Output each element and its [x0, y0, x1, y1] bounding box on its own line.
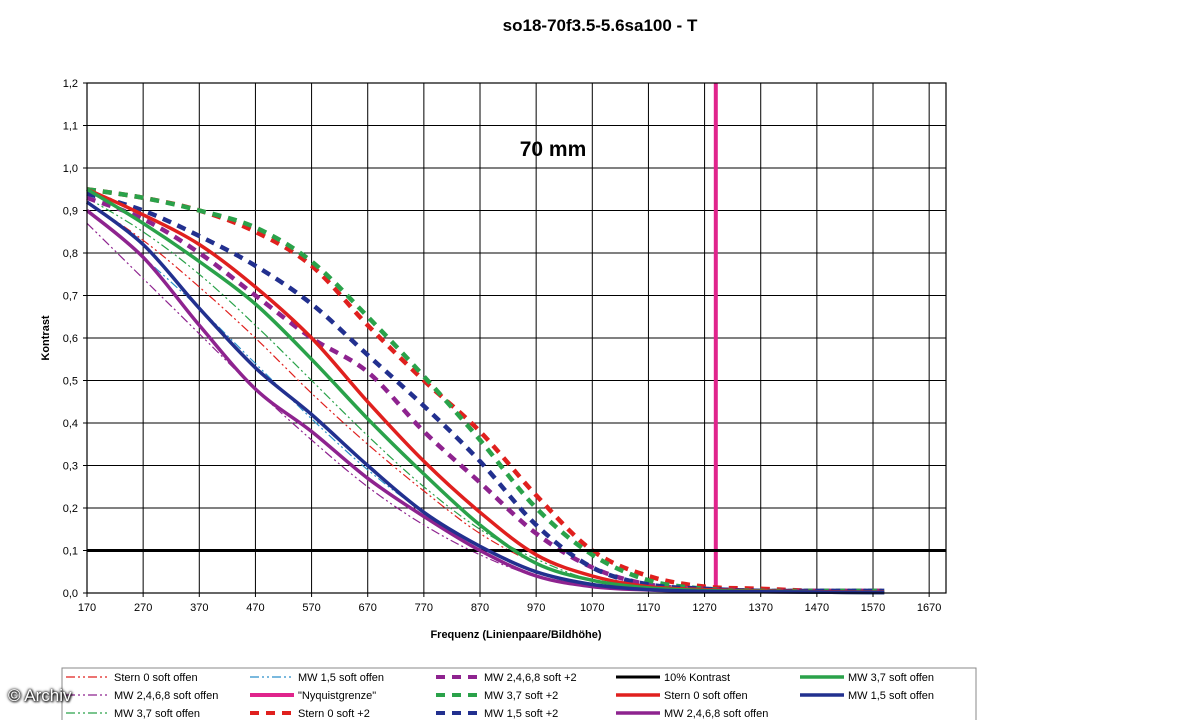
- legend-label: 10% Kontrast: [664, 672, 730, 684]
- x-tick-label: 470: [246, 602, 264, 614]
- y-tick-label: 1,2: [63, 78, 78, 90]
- legend-label: MW 3,7 soft +2: [484, 690, 558, 702]
- chart-title: so18-70f3.5-5.6sa100 - T: [503, 16, 698, 35]
- x-tick-label: 570: [302, 602, 320, 614]
- focal-length-annotation: 70 mm: [520, 138, 587, 161]
- series-line-stern-0-soft-offen-solid: [86, 187, 885, 594]
- axis-ticks: 170 270 370 470 570 670 770 870 970 1070 1170 1270 1…: [63, 78, 942, 614]
- x-tick-label: 770: [415, 602, 433, 614]
- y-tick-label: 0,8: [63, 248, 78, 260]
- legend-label: MW 3,7 soft offen: [848, 672, 934, 684]
- y-tick-label: 0,3: [63, 461, 78, 473]
- series-line-mw-2-4-6-8-soft-2-dash: [86, 195, 885, 594]
- y-tick-label: 0,4: [63, 418, 78, 430]
- legend-label: Stern 0 soft +2: [298, 708, 370, 720]
- x-tick-label: 370: [190, 602, 208, 614]
- series-line-mw-3-7-soft-2-dash: [86, 187, 885, 594]
- series-line-mw-2-4-6-8-soft-offen-dashdotdot: [86, 222, 705, 592]
- legend-label: MW 1,5 soft +2: [484, 708, 558, 720]
- x-tick-label: 1470: [805, 602, 829, 614]
- x-axis-label: Frequenz (Linienpaare/Bildhöhe): [430, 629, 601, 641]
- archive-watermark: © Archiv: [8, 686, 72, 705]
- series-line-stern-0-soft-offen-dashdotdot: [86, 201, 705, 592]
- y-tick-label: 1,1: [63, 121, 78, 133]
- legend-label: MW 2,4,6,8 soft offen: [664, 708, 768, 720]
- grid: [86, 82, 946, 594]
- y-tick-label: 0,1: [63, 546, 78, 558]
- y-axis-label: Kontrast: [40, 315, 52, 361]
- y-tick-label: 0,0: [63, 588, 78, 600]
- x-tick-label: 1170: [637, 602, 661, 614]
- x-tick-label: 270: [134, 602, 152, 614]
- series-lines: [85, 83, 946, 595]
- x-tick-label: 870: [471, 602, 489, 614]
- y-tick-label: 0,7: [63, 291, 78, 303]
- legend-label: Stern 0 soft offen: [664, 690, 748, 702]
- y-tick-label: 0,9: [63, 206, 78, 218]
- legend-label: MW 2,4,6,8 soft +2: [484, 672, 577, 684]
- x-tick-label: 1370: [748, 602, 772, 614]
- x-tick-label: 1270: [692, 602, 716, 614]
- y-tick-label: 0,2: [63, 503, 78, 515]
- x-tick-label: 670: [359, 602, 377, 614]
- y-tick-label: 0,6: [63, 333, 78, 345]
- legend-label: "Nyquistgrenze": [298, 690, 376, 702]
- legend-label: MW 3,7 soft offen: [114, 708, 200, 720]
- legend-label: MW 1,5 soft offen: [848, 690, 934, 702]
- legend: Stern 0 soft offen MW 2,4,6,8 soft offen M…: [61, 667, 977, 720]
- y-tick-label: 1,0: [63, 163, 78, 175]
- x-tick-label: 1570: [861, 602, 885, 614]
- legend-label: MW 2,4,6,8 soft offen: [114, 690, 218, 702]
- x-tick-label: 1070: [580, 602, 604, 614]
- legend-label: Stern 0 soft offen: [114, 672, 198, 684]
- y-tick-label: 0,5: [63, 376, 78, 388]
- x-tick-label: 970: [527, 602, 545, 614]
- x-tick-label: 170: [78, 602, 96, 614]
- x-tick-label: 1670: [917, 602, 941, 614]
- legend-label: MW 1,5 soft offen: [298, 672, 384, 684]
- series-line-mw-1-5-soft-offen-solid: [85, 200, 885, 595]
- series-line-mw-3-7-soft-offen-dashdotdot: [86, 197, 705, 592]
